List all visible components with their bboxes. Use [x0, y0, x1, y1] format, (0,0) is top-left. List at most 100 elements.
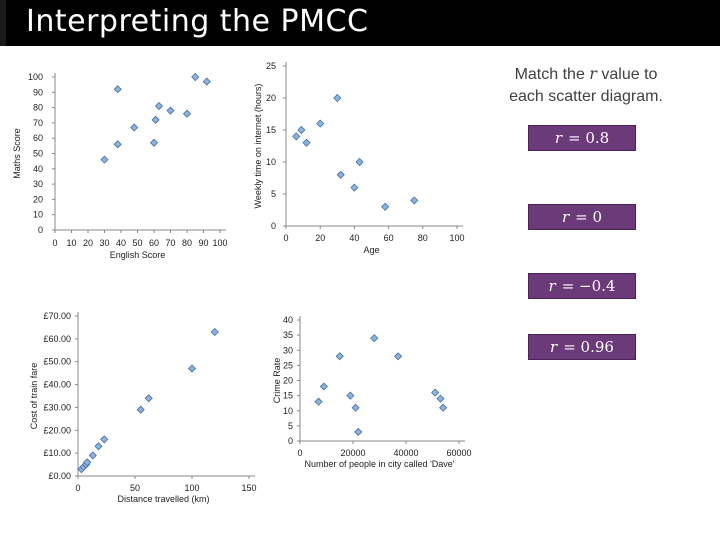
- data-point: [182, 109, 192, 118]
- data-point: [292, 132, 301, 141]
- data-point: [436, 394, 445, 403]
- y-tick-label: £50.00: [43, 357, 71, 367]
- x-tick-label: 100: [212, 238, 227, 248]
- y-axis-label: Weekly time on internet (hours): [253, 84, 263, 209]
- y-tick-label: £20.00: [43, 425, 71, 435]
- x-tick-label: 0: [75, 483, 80, 493]
- y-tick-label: 25: [283, 360, 293, 370]
- option-r-0[interactable]: r = 0: [528, 204, 636, 230]
- x-tick-label: 0: [52, 238, 57, 248]
- data-point: [314, 397, 323, 406]
- y-tick-label: £60.00: [43, 334, 71, 344]
- x-tick-label: 90: [198, 238, 208, 248]
- data-point: [410, 196, 419, 205]
- y-tick-label: 100: [28, 72, 43, 82]
- y-tick-label: £40.00: [43, 380, 71, 390]
- x-tick-label: 0: [283, 233, 288, 243]
- x-tick-label: 40000: [393, 448, 418, 458]
- x-tick-label: 60: [149, 238, 159, 248]
- y-tick-label: 35: [283, 330, 293, 340]
- y-tick-label: £10.00: [43, 448, 71, 458]
- data-point: [83, 458, 92, 467]
- y-tick-label: 90: [33, 87, 43, 97]
- data-point: [370, 334, 379, 343]
- x-tick-label: 50: [130, 483, 140, 493]
- data-point: [381, 202, 390, 211]
- y-tick-label: 0: [38, 225, 43, 235]
- data-point: [166, 106, 175, 115]
- option-r-0-96[interactable]: r = 0.96: [528, 334, 636, 360]
- y-tick-label: 0: [271, 221, 276, 231]
- title-accent: [0, 0, 6, 46]
- data-point: [355, 157, 364, 167]
- data-point: [319, 382, 328, 391]
- x-axis-label: English Score: [110, 250, 166, 260]
- y-tick-label: 25: [266, 61, 276, 71]
- y-tick-label: 40: [33, 164, 43, 174]
- y-axis-label: Crime Rate: [272, 358, 282, 404]
- data-point: [100, 435, 109, 444]
- y-tick-label: 5: [288, 421, 293, 431]
- y-tick-label: 15: [283, 391, 293, 401]
- y-tick-label: 50: [33, 149, 43, 159]
- x-tick-label: 30: [99, 238, 109, 248]
- y-tick-label: 80: [33, 103, 43, 113]
- option-variable: r: [550, 338, 558, 356]
- x-tick-label: 80: [182, 238, 192, 248]
- x-axis-label: Age: [363, 245, 379, 255]
- data-point: [316, 119, 325, 128]
- data-point: [154, 102, 164, 111]
- data-point: [302, 138, 311, 147]
- data-point: [94, 442, 103, 451]
- data-point: [335, 352, 344, 361]
- x-tick-label: 10: [66, 238, 76, 248]
- option-value: = −0.4: [561, 277, 616, 295]
- page-title: Interpreting the PMCC: [26, 4, 369, 39]
- y-tick-label: 5: [271, 189, 276, 199]
- instruction-text: Match the r value to each scatter diagra…: [496, 63, 676, 108]
- y-tick-label: 20: [33, 194, 43, 204]
- instruction-variable: r: [589, 64, 597, 83]
- y-tick-label: 0: [288, 436, 293, 446]
- data-point: [210, 327, 219, 337]
- title-bar: Interpreting the PMCC: [0, 0, 720, 46]
- option-r-neg-0-4[interactable]: r = −0.4: [528, 273, 636, 299]
- data-point: [151, 115, 160, 124]
- y-axis-label: Maths Score: [12, 128, 22, 179]
- x-tick-label: 20: [83, 238, 93, 248]
- data-point: [100, 155, 109, 164]
- y-tick-label: 10: [33, 210, 43, 220]
- data-point: [191, 72, 200, 82]
- data-point: [354, 427, 363, 436]
- x-tick-label: 60: [384, 233, 394, 243]
- instruction-prefix: Match the: [514, 66, 590, 83]
- x-tick-label: 150: [241, 483, 256, 493]
- y-tick-label: £30.00: [43, 402, 71, 412]
- x-tick-label: 20: [315, 233, 325, 243]
- data-point: [393, 352, 403, 361]
- x-tick-label: 40: [349, 233, 359, 243]
- data-point: [136, 405, 145, 414]
- y-tick-label: 10: [283, 406, 293, 416]
- x-axis-label: Distance travelled (km): [117, 494, 209, 504]
- data-point: [88, 451, 97, 460]
- data-point: [350, 183, 359, 192]
- data-point: [346, 391, 355, 400]
- data-point: [431, 388, 440, 397]
- option-r-0-8[interactable]: r = 0.8: [528, 125, 636, 151]
- y-tick-label: £70.00: [43, 311, 71, 321]
- data-point: [336, 170, 345, 179]
- data-point: [144, 394, 153, 403]
- option-variable: r: [554, 129, 562, 147]
- data-point: [439, 403, 448, 412]
- y-axis-label: Cost of train fare: [29, 363, 39, 430]
- instruction-suffix: value to each scatter diagram.: [509, 66, 663, 105]
- y-tick-label: 30: [283, 345, 293, 355]
- x-tick-label: 80: [418, 233, 428, 243]
- option-value: = 0: [575, 208, 603, 226]
- y-tick-label: 60: [33, 133, 43, 143]
- y-tick-label: 40: [283, 315, 293, 325]
- y-tick-label: 30: [33, 179, 43, 189]
- x-tick-label: 0: [297, 448, 302, 458]
